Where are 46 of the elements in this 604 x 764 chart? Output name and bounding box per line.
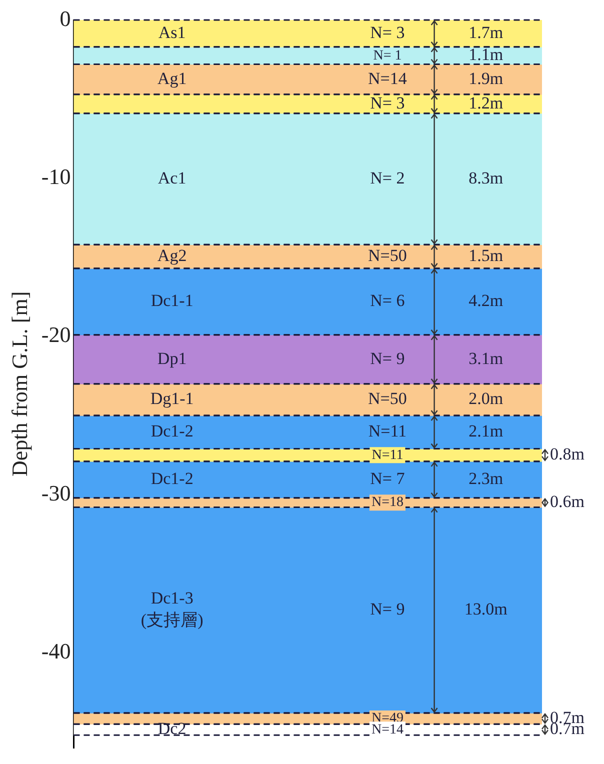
- data-label: 1.2m: [468, 93, 504, 112]
- annotation: N=18: [371, 495, 404, 510]
- annotation: N=11: [368, 422, 407, 441]
- data-label: 1.5m: [468, 246, 504, 266]
- data-label: 0.8m: [550, 444, 584, 464]
- data-label: 13.0m: [464, 600, 508, 619]
- series-label: Ag1: [157, 68, 187, 88]
- annotation: N= 3: [370, 22, 405, 42]
- data-label: 8.3m: [468, 168, 504, 188]
- y-axis-title: Depth from G.L. [m]: [6, 291, 32, 476]
- data-label: 3.1m: [468, 348, 504, 368]
- data-label: 4.2m: [468, 291, 504, 310]
- series-label: Dp1: [157, 348, 187, 368]
- annotation: N= 3: [370, 93, 405, 112]
- series-label: Dg1-1: [150, 389, 194, 408]
- y-tick-label: 0: [60, 6, 71, 31]
- annotation: N= 7: [370, 469, 406, 488]
- series-label: Dc1-1: [150, 291, 194, 310]
- series-label: Dc1-3 (支持層): [140, 588, 204, 630]
- annotation: N=50: [368, 389, 407, 408]
- y-tick-label: -40: [41, 638, 71, 664]
- series-label: Dc2: [158, 719, 186, 738]
- annotation: N=11: [372, 448, 404, 463]
- data-label: 1.9m: [468, 68, 504, 88]
- annotation: N=14: [371, 722, 404, 738]
- annotation: N= 9: [370, 348, 405, 368]
- annotation: N= 9: [370, 600, 405, 619]
- data-label: 2.0m: [468, 389, 504, 408]
- annotation: N= 1: [373, 48, 402, 64]
- data-label: 1.1m: [468, 45, 504, 64]
- annotation: N= 2: [370, 168, 405, 188]
- series-label: Ac1: [158, 168, 186, 188]
- annotation: N=14: [368, 68, 408, 88]
- data-label: 2.3m: [468, 469, 504, 488]
- series-label: Ag2: [157, 246, 187, 266]
- annotation: N= 6: [370, 291, 405, 310]
- data-label: 1.7m: [468, 22, 504, 42]
- series-label: Dc1-2: [150, 469, 194, 488]
- series-label: Dc1-2: [150, 422, 194, 441]
- series-label: As1: [158, 22, 186, 42]
- y-tick-label: -20: [41, 322, 71, 348]
- annotation: N=50: [368, 246, 407, 266]
- y-tick-label: -10: [41, 164, 71, 189]
- data-label: 2.1m: [468, 422, 504, 441]
- y-tick-label: -30: [41, 480, 71, 506]
- data-label: 0.6m: [550, 492, 584, 512]
